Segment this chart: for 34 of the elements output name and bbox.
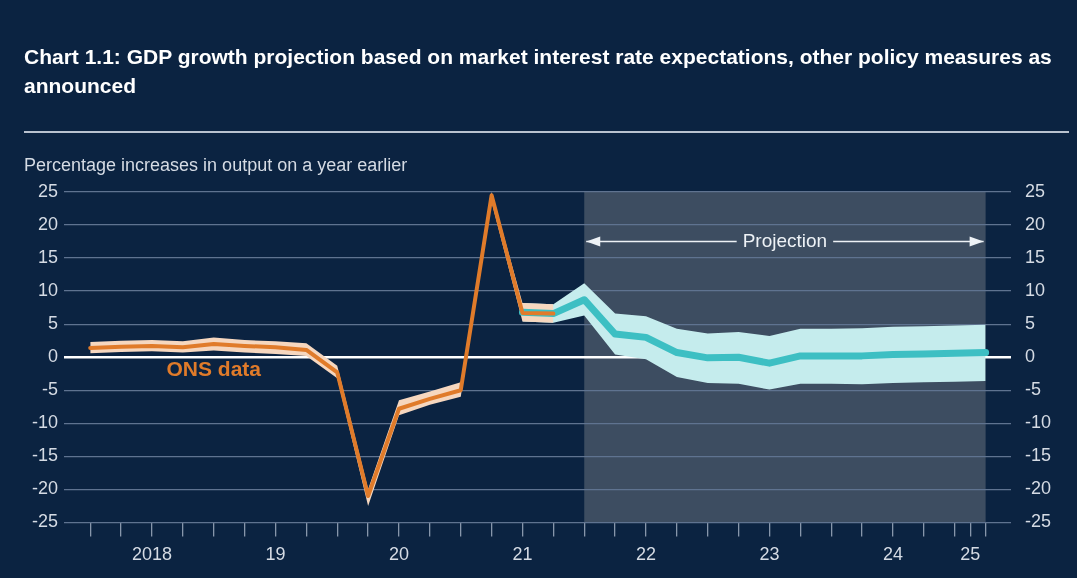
x-tick-label: 24 bbox=[882, 544, 903, 565]
y-tick-label: -20 bbox=[31, 478, 58, 499]
y-axis-title: Percentage increases in output on a year earlier bbox=[24, 155, 408, 176]
y2-tick-label: 0 bbox=[1025, 346, 1036, 367]
x-tick-label: 25 bbox=[960, 544, 981, 565]
y2-tick-label: 10 bbox=[1025, 280, 1046, 301]
y-tick-label: 10 bbox=[37, 280, 58, 301]
y-tick-label: 5 bbox=[47, 313, 58, 334]
y2-tick-label: 25 bbox=[1025, 180, 1046, 201]
y2-tick-label: 15 bbox=[1025, 247, 1046, 268]
series-label: ONS data bbox=[166, 357, 262, 381]
x-tick-label: 22 bbox=[635, 544, 656, 565]
y-tick-label: -10 bbox=[31, 412, 58, 433]
y2-tick-label: -25 bbox=[1025, 511, 1052, 532]
y-tick-label: 25 bbox=[37, 180, 58, 201]
chart-title: Chart 1.1: GDP growth projection based on market interest rate expectations, other policy measures as announced bbox=[24, 44, 1053, 99]
y2-tick-label: 5 bbox=[1025, 313, 1036, 334]
x-tick-label: 23 bbox=[759, 544, 780, 565]
x-tick-label: 2018 bbox=[131, 544, 172, 565]
band-label: Projection bbox=[742, 229, 828, 251]
x-tick-label: 21 bbox=[512, 544, 533, 565]
y-tick-label: 0 bbox=[47, 346, 58, 367]
y-tick-label: -25 bbox=[31, 511, 58, 532]
y2-tick-label: -20 bbox=[1025, 478, 1052, 499]
x-tick-label: 20 bbox=[388, 544, 409, 565]
x-tick-label: 19 bbox=[265, 544, 286, 565]
y-tick-label: -5 bbox=[41, 379, 58, 400]
y2-tick-label: -5 bbox=[1025, 379, 1042, 400]
y-tick-label: 20 bbox=[37, 214, 58, 235]
y2-tick-label: 20 bbox=[1025, 214, 1046, 235]
y2-tick-label: -15 bbox=[1025, 445, 1052, 466]
y-tick-label: 15 bbox=[37, 247, 58, 268]
y-tick-label: -15 bbox=[31, 445, 58, 466]
y2-tick-label: -10 bbox=[1025, 412, 1052, 433]
